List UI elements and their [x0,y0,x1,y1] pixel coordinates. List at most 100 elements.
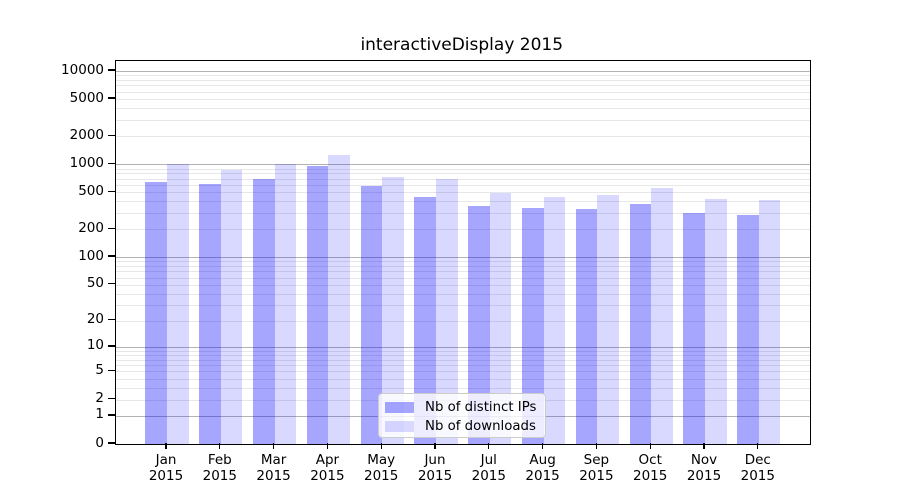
bar-distinct-ips-jul [468,206,490,444]
y-axis-tick-label: 20 [86,311,104,328]
gridline-minor [115,284,810,286]
gridline-minor [115,359,810,361]
x-axis-tick [434,443,436,449]
x-axis-tick-label: Jul 2015 [471,452,506,484]
y-axis-tick [108,134,115,136]
gridline-minor [115,266,810,267]
x-axis-tick [541,443,544,449]
y-axis-tick-label: 200 [78,219,104,236]
y-axis-tick-label: 1000 [69,154,104,171]
chart-title: interactiveDisplay 2015 [360,35,564,55]
gridline-major [115,164,810,166]
legend-label-downloads: Nb of downloads [425,419,536,434]
gridline-minor [115,80,810,81]
x-axis-tick-label: Apr 2015 [310,452,345,484]
plot-area [114,60,811,445]
gridline-minor [115,173,810,175]
x-axis-tick [326,443,329,449]
gridline-major [115,71,810,72]
y-axis-tick [108,345,115,347]
legend-swatch-distinct-ips [385,402,414,413]
y-axis-tick [108,227,115,229]
bar-downloads-oct [651,188,673,444]
bar-distinct-ips-jun [414,196,436,444]
bar-downloads-nov [705,199,727,444]
gridline-minor [115,99,810,101]
gridline-minor [115,75,810,77]
bar-distinct-ips-aug [522,208,544,444]
y-axis-tick [108,255,115,257]
bar-distinct-ips-mar [253,178,275,444]
x-axis-tick [380,443,382,449]
y-axis-tick-label: 2000 [69,126,104,143]
y-axis-tick [108,414,115,416]
gridline-minor [115,192,810,194]
gridline-minor [115,91,810,93]
gridline-minor [115,293,810,295]
bar-downloads-jun [436,178,458,444]
y-axis-tick-label: 2 [95,390,104,406]
y-axis-tick [108,69,115,71]
x-axis-tick [219,443,221,449]
y-axis-tick [108,442,115,444]
x-axis-tick [757,443,759,449]
x-axis-tick-label: Jan 2015 [148,452,184,484]
gridline-minor [115,271,810,273]
x-axis-tick [595,443,598,449]
x-axis-tick-label: Jun 2015 [417,452,453,484]
gridline-major [115,346,810,348]
gridline-minor [115,350,810,352]
gridline-minor [115,320,810,322]
x-axis-tick-label: Nov 2015 [686,452,722,484]
y-axis-tick-label: 1 [95,406,104,423]
gridline-minor [115,168,810,170]
x-axis-tick-label: Mar 2015 [256,452,291,484]
bar-distinct-ips-oct [629,204,652,444]
y-axis-tick-label: 50 [86,275,104,292]
y-axis-tick-label: 100 [78,247,104,264]
y-axis-tick-label: 10 [86,337,104,354]
legend-item-downloads: Nb of downloads [385,417,537,436]
y-axis-tick-label: 5000 [69,89,104,106]
legend-label-distinct-ips: Nb of distinct IPs [425,400,537,415]
bar-downloads-aug [543,197,566,444]
y-axis-tick-label: 500 [78,182,104,199]
bar-downloads-jan [167,164,189,444]
y-axis-tick [108,190,115,192]
bar-downloads-feb [220,170,243,444]
y-axis-tick [108,162,115,164]
gridline-minor [115,136,810,138]
legend: Nb of distinct IPs Nb of downloads [378,393,546,438]
bar-downloads-dec [758,200,781,444]
gridline-minor [115,85,810,87]
bar-downloads-apr [328,154,350,444]
y-axis-tick [108,97,115,99]
y-axis-tick [108,397,115,400]
gridline-minor [115,229,810,231]
bar-distinct-ips-nov [683,212,705,444]
bar-distinct-ips-dec [737,214,759,444]
gridline-minor [115,365,810,367]
legend-swatch-downloads [385,421,414,432]
y-axis-tick [108,319,115,321]
gridline-minor [115,119,810,121]
gridline-minor [115,184,810,186]
x-axis-tick-label: Sep 2015 [579,452,614,484]
gridline-minor [115,178,810,180]
x-axis-tick-label: Dec 2015 [740,452,775,484]
gridline-minor [115,261,810,263]
bar-distinct-ips-jan [145,182,167,444]
bar-downloads-jul [489,193,512,444]
y-axis-tick [108,283,115,285]
gridline-minor [115,355,810,356]
bar-downloads-may [382,176,404,444]
bar-distinct-ips-sep [575,209,598,444]
gridline-minor [115,201,810,203]
bar-distinct-ips-may [360,185,383,444]
gridline-major [115,257,810,259]
x-axis-tick [649,443,651,449]
x-axis-tick-label: Aug 2015 [525,452,560,484]
x-axis-tick [488,443,490,449]
y-axis-tick-label: 10000 [61,61,104,78]
